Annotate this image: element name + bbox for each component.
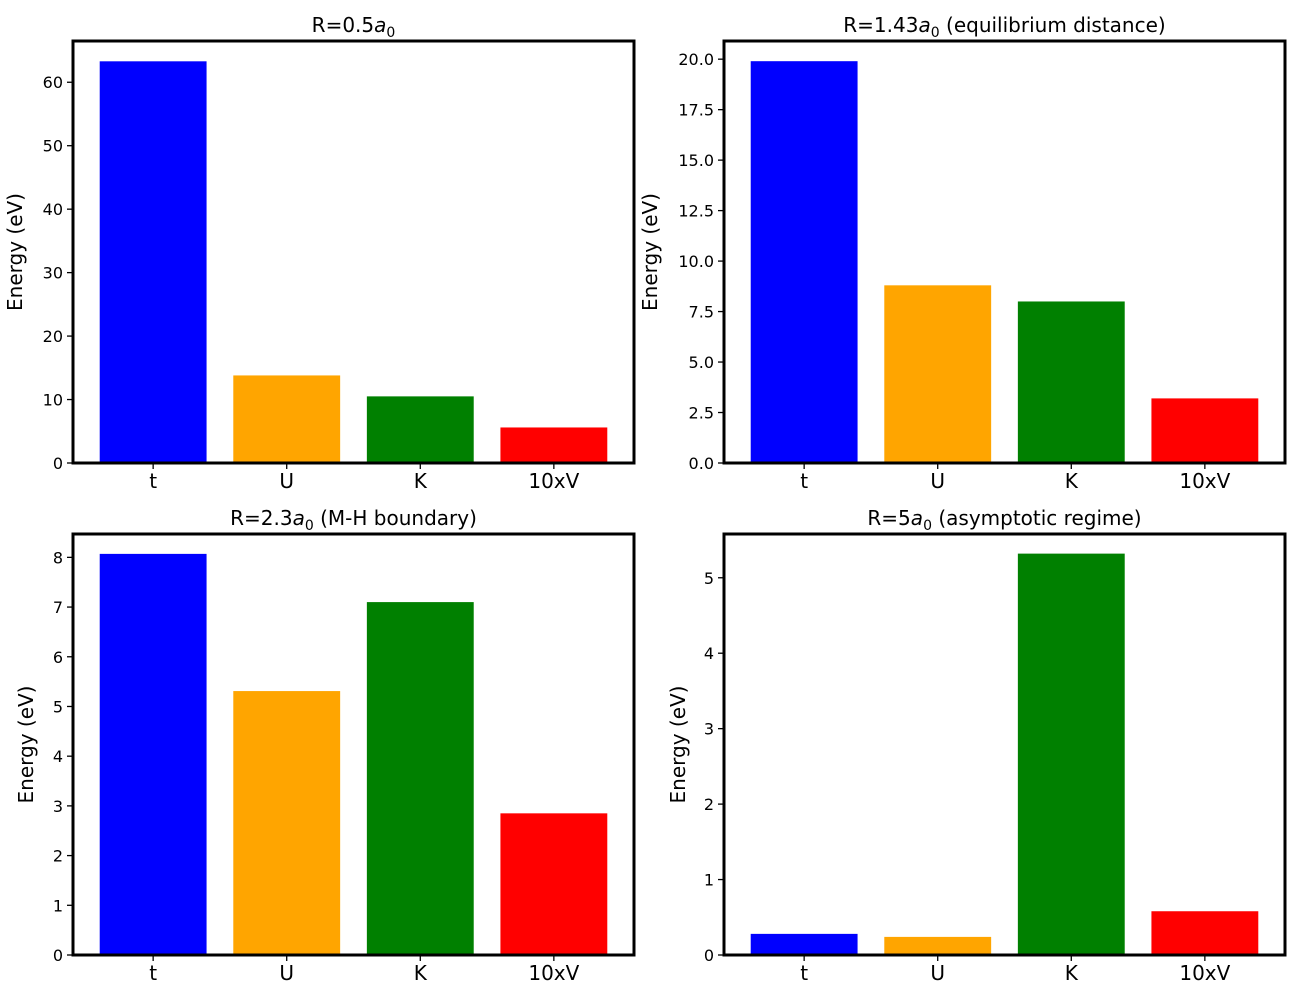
y-tick-label: 6 bbox=[53, 648, 63, 667]
chart-title: R=5a0 (asymptotic regime) bbox=[867, 506, 1141, 534]
y-tick-label: 20.0 bbox=[678, 50, 714, 69]
x-tick-label: U bbox=[279, 961, 294, 985]
y-tick-label: 60 bbox=[43, 73, 63, 92]
chart-panel-3: 0 1 2 3 4 5 6 7 8 t U K 10xV Energy (eV) R=2.3a0 (M-H … bbox=[14, 506, 636, 985]
y-tick-label: 2.5 bbox=[689, 404, 714, 423]
y-tick-label: 1 bbox=[53, 896, 63, 915]
y-tick-label: 3 bbox=[53, 797, 63, 816]
y-tick-label: 17.5 bbox=[678, 101, 714, 120]
bar-k bbox=[1017, 301, 1125, 463]
y-tick-label: 0.0 bbox=[689, 454, 714, 473]
plot-frame bbox=[722, 39, 1287, 465]
bar-t bbox=[750, 61, 858, 463]
chart-title: R=0.5a0 bbox=[312, 13, 396, 41]
x-tick-label: 10xV bbox=[1179, 961, 1230, 985]
x-tick-label: t bbox=[800, 469, 808, 493]
bar-t bbox=[99, 553, 207, 955]
x-tick-label: t bbox=[800, 961, 808, 985]
x-tick-label: 10xV bbox=[1179, 469, 1230, 493]
y-tick-label: 7.5 bbox=[689, 303, 714, 322]
x-tick-label: K bbox=[414, 961, 428, 985]
y-axis-label: Energy (eV) bbox=[638, 193, 662, 311]
bar-u bbox=[884, 936, 992, 955]
x-tick-label: U bbox=[279, 469, 294, 493]
y-tick-label: 5 bbox=[704, 569, 714, 588]
x-tick-label: K bbox=[1065, 961, 1079, 985]
bar-k bbox=[366, 602, 474, 955]
y-tick-label: 20 bbox=[43, 327, 63, 346]
y-tick-label: 4 bbox=[53, 747, 63, 766]
y-tick-label: 0 bbox=[53, 454, 63, 473]
y-tick-label: 2 bbox=[53, 847, 63, 866]
x-tick-label: t bbox=[149, 961, 157, 985]
y-axis-label: Energy (eV) bbox=[666, 686, 690, 804]
y-tick-label: 15.0 bbox=[678, 151, 714, 170]
plot-frame bbox=[71, 532, 636, 957]
chart-title: R=2.3a0 (M-H boundary) bbox=[230, 506, 477, 534]
y-tick-label: 0 bbox=[704, 946, 714, 965]
bar-k bbox=[366, 396, 474, 463]
bar-10xv bbox=[1151, 911, 1259, 955]
y-tick-label: 0 bbox=[53, 946, 63, 965]
y-tick-label: 5 bbox=[53, 697, 63, 716]
x-tick-label: K bbox=[414, 469, 428, 493]
chart-panel-2: 0.0 2.5 5.0 7.5 10.0 12.5 15.0 17.5 20.0 t U K 10xV E… bbox=[638, 13, 1287, 493]
y-tick-label: 12.5 bbox=[678, 202, 714, 221]
y-tick-label: 3 bbox=[704, 720, 714, 739]
y-tick-label: 2 bbox=[704, 795, 714, 814]
y-tick-label: 8 bbox=[53, 548, 63, 567]
x-tick-label: K bbox=[1065, 469, 1079, 493]
chart-panel-4: 0 1 2 3 4 5 t U K 10xV Energy (eV) R=5a0 (asymptoti… bbox=[666, 506, 1287, 985]
y-tick-label: 30 bbox=[43, 264, 63, 283]
y-tick-label: 1 bbox=[704, 871, 714, 890]
bar-10xv bbox=[500, 813, 608, 955]
x-tick-label: t bbox=[149, 469, 157, 493]
y-tick-label: 10 bbox=[43, 391, 63, 410]
bar-10xv bbox=[1151, 398, 1259, 463]
y-tick-label: 50 bbox=[43, 137, 63, 156]
bar-u bbox=[884, 285, 992, 463]
y-tick-label: 40 bbox=[43, 200, 63, 219]
bar-k bbox=[1017, 553, 1125, 955]
y-tick-label: 10.0 bbox=[678, 252, 714, 271]
chart-panel-1: 0 10 20 30 40 50 60 t U K 10xV Energy (eV) R=0.5a0 bbox=[3, 13, 636, 493]
x-tick-label: U bbox=[930, 469, 945, 493]
y-axis-label: Energy (eV) bbox=[3, 193, 27, 311]
bar-10xv bbox=[500, 427, 608, 463]
x-tick-label: U bbox=[930, 961, 945, 985]
chart-title: R=1.43a0 (equilibrium distance) bbox=[843, 13, 1165, 41]
plot-frame bbox=[71, 39, 636, 465]
bar-u bbox=[233, 691, 341, 955]
y-tick-label: 7 bbox=[53, 598, 63, 617]
plot-frame bbox=[722, 532, 1287, 957]
bar-u bbox=[233, 375, 341, 463]
y-tick-label: 5.0 bbox=[689, 353, 714, 372]
y-tick-label: 4 bbox=[704, 644, 714, 663]
x-tick-label: 10xV bbox=[528, 961, 579, 985]
bar-t bbox=[750, 933, 858, 955]
bar-t bbox=[99, 61, 207, 464]
x-tick-label: 10xV bbox=[528, 469, 579, 493]
y-axis-label: Energy (eV) bbox=[14, 686, 38, 804]
